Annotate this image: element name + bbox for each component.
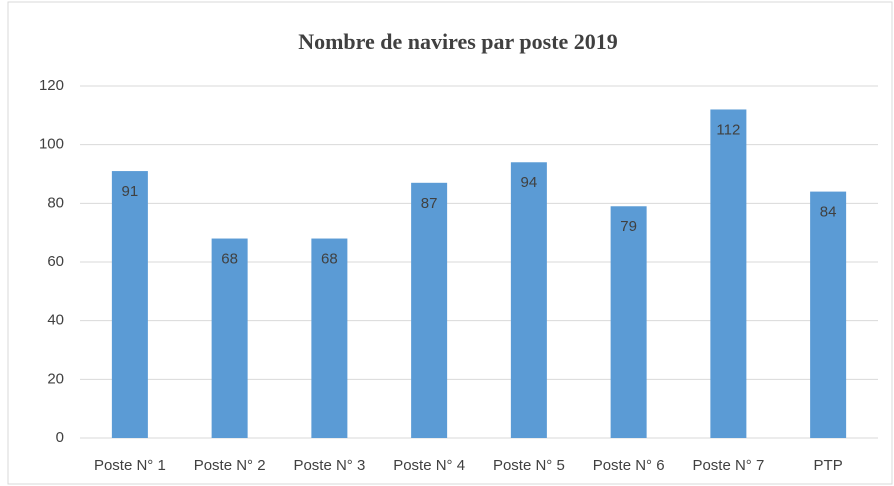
- data-label: 84: [820, 204, 837, 221]
- x-tick-label: Poste N° 5: [493, 457, 565, 474]
- x-tick-label: Poste N° 6: [593, 457, 665, 474]
- chart-title: Nombre de navires par poste 2019: [298, 29, 618, 54]
- bar: [710, 109, 747, 438]
- y-tick-label: 40: [47, 312, 64, 329]
- data-label: 87: [421, 195, 438, 212]
- y-tick-label: 100: [39, 136, 64, 153]
- bar: [510, 162, 547, 438]
- data-label: 68: [321, 251, 338, 268]
- bar: [610, 206, 647, 438]
- x-tick-label: Poste N° 2: [194, 457, 266, 474]
- x-tick-label: Poste N° 1: [94, 457, 166, 474]
- data-label: 112: [716, 121, 740, 138]
- y-tick-label: 60: [47, 253, 64, 270]
- bar: [311, 238, 348, 438]
- x-tick-label: Poste N° 7: [692, 457, 764, 474]
- x-tick-label: Poste N° 3: [293, 457, 365, 474]
- y-tick-label: 0: [56, 429, 64, 446]
- data-label: 94: [521, 174, 538, 191]
- bar: [810, 191, 847, 438]
- bar: [411, 182, 448, 438]
- y-tick-label: 20: [47, 370, 64, 387]
- y-tick-label: 80: [47, 194, 64, 211]
- y-tick-label: 120: [39, 77, 64, 94]
- data-label: 79: [620, 218, 637, 235]
- data-label: 91: [122, 183, 139, 200]
- bar: [111, 171, 148, 439]
- x-tick-label: PTP: [814, 457, 843, 474]
- bar: [211, 238, 248, 438]
- x-tick-label: Poste N° 4: [393, 457, 465, 474]
- data-label: 68: [221, 251, 238, 268]
